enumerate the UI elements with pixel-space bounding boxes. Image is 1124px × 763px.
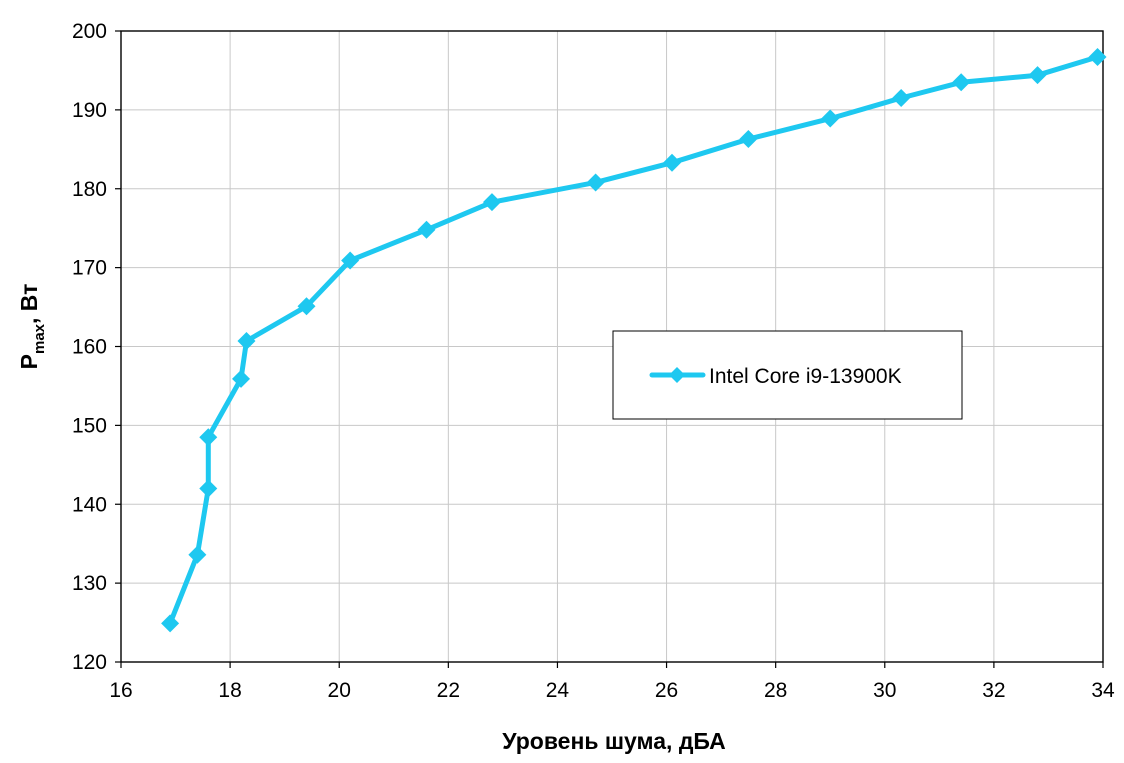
data-point-marker — [739, 130, 758, 149]
x-tick-label: 26 — [655, 679, 678, 702]
data-point-marker — [341, 251, 360, 270]
data-point-marker — [199, 479, 218, 498]
data-point-marker — [1028, 66, 1047, 85]
data-point-marker — [663, 153, 682, 172]
series-layer — [161, 48, 1107, 633]
data-point-marker — [161, 614, 180, 633]
x-tick-label: 28 — [764, 679, 787, 702]
y-tick-label: 200 — [72, 20, 107, 43]
x-axis-title: Уровень шума, дБА — [502, 728, 725, 754]
y-tick-label: 130 — [72, 572, 107, 595]
data-point-marker — [188, 545, 207, 564]
y-axis-title-main: P — [16, 354, 42, 369]
x-tick-label: 24 — [546, 679, 570, 702]
data-point-marker — [297, 297, 316, 316]
data-point-marker — [586, 173, 605, 192]
y-axis-title: Pmax, Вт — [16, 284, 48, 370]
x-tick-label: 30 — [873, 679, 896, 702]
y-tick-label: 140 — [72, 493, 107, 516]
legend: Intel Core i9-13900K — [612, 330, 963, 420]
y-axis-title-suffix: , Вт — [16, 284, 42, 324]
data-point-marker — [892, 89, 911, 108]
x-tick-label: 22 — [437, 679, 460, 702]
legend-diamond-marker — [669, 367, 685, 383]
data-point-marker — [417, 220, 436, 239]
data-point-marker — [821, 109, 840, 128]
data-point-marker — [952, 73, 971, 92]
x-tick-label: 18 — [218, 679, 241, 702]
axis-ticks: 16 18 20 22 24 26 28 30 32 34 120 130 140 150 160 170 18… — [72, 20, 1115, 702]
y-tick-label: 160 — [72, 336, 107, 359]
data-point-marker — [237, 331, 256, 350]
y-tick-label: 120 — [72, 651, 107, 674]
x-tick-label: 20 — [328, 679, 351, 702]
data-point-marker — [232, 369, 251, 388]
x-tick-label: 32 — [982, 679, 1005, 702]
data-point-marker — [482, 193, 501, 212]
legend-label: Intel Core i9-13900K — [709, 365, 902, 388]
y-axis-title-subscript: max — [31, 323, 48, 354]
y-tick-label: 190 — [72, 99, 107, 122]
y-tick-label: 170 — [72, 257, 107, 280]
data-point-marker — [199, 428, 218, 447]
x-tick-label: 16 — [109, 679, 132, 702]
y-tick-label: 180 — [72, 178, 107, 201]
data-point-marker — [1088, 48, 1107, 67]
x-tick-label: 34 — [1091, 679, 1115, 702]
y-tick-label: 150 — [72, 414, 107, 437]
